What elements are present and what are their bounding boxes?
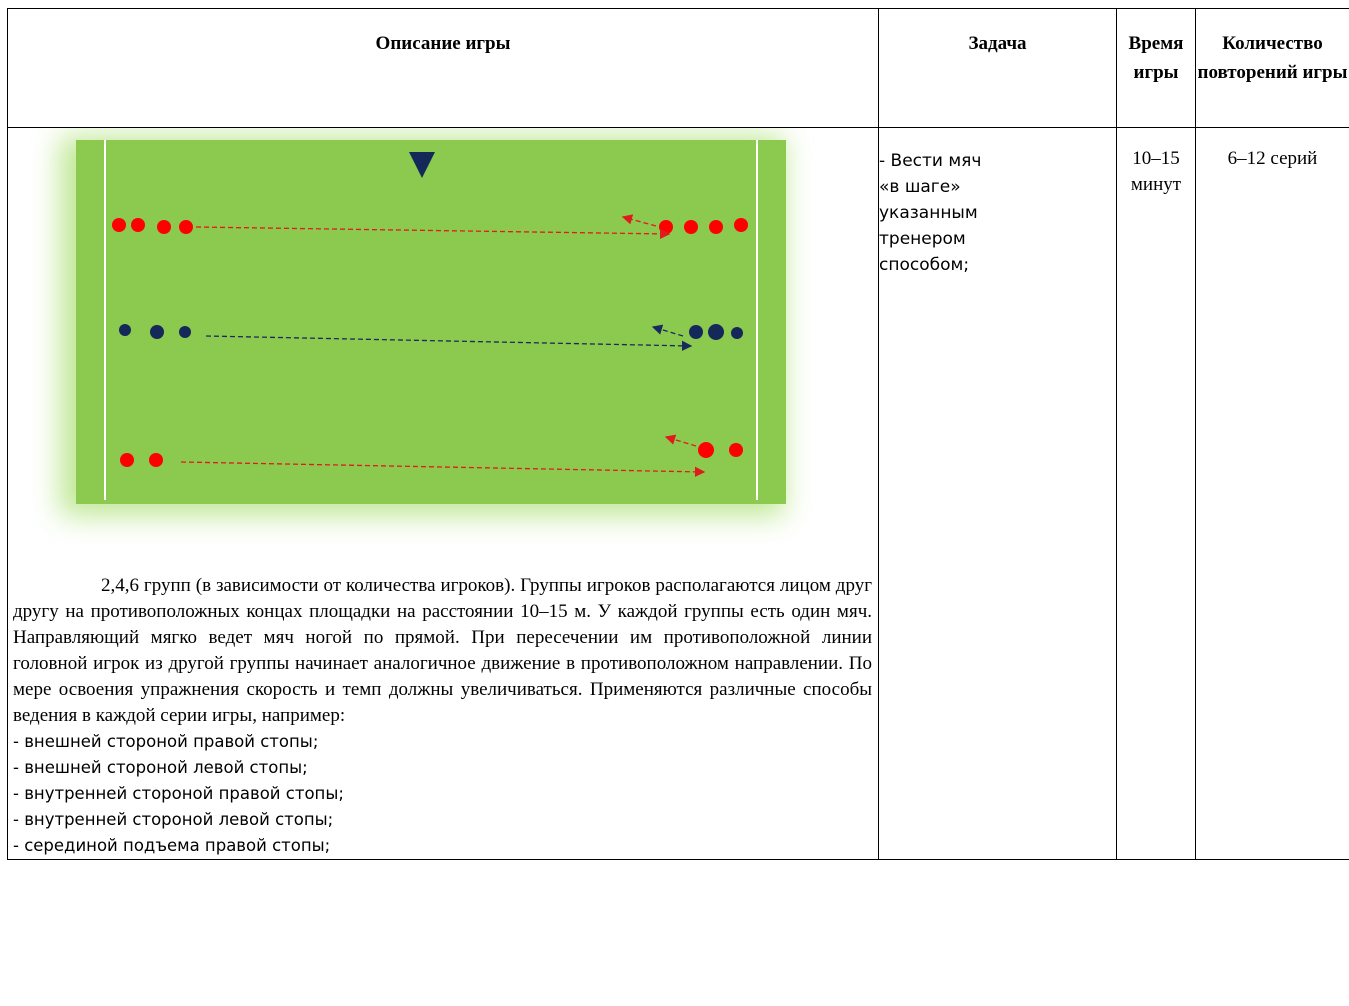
task-line: указанным	[879, 203, 978, 223]
body-row: 2,4,6 групп (в зависимости от количества…	[7, 127, 1349, 860]
header-row: Описание игры Задача Время игры Количест…	[7, 8, 1349, 128]
task-line: способом;	[879, 255, 970, 275]
header-cell: Описание игры	[7, 8, 879, 128]
task-line: тренером	[879, 229, 966, 249]
task-cell: - Вести мяч «в шаге» указанным тренером …	[878, 127, 1117, 860]
task-line: - Вести мяч	[879, 151, 982, 171]
method-item: - внутренней стороной правой стопы;	[13, 784, 344, 803]
method-item: - внешней стороной левой стопы;	[13, 758, 308, 777]
header-cell: Время игры	[1116, 8, 1196, 128]
header-cell: Задача	[878, 8, 1117, 128]
method-item: - внешней стороной правой стопы;	[13, 732, 319, 751]
reps-cell: 6–12 серий	[1195, 127, 1349, 860]
description-text: 2,4,6 групп (в зависимости от количества…	[13, 575, 872, 726]
methods-list: - внешней стороной правой стопы; - внешн…	[13, 729, 872, 859]
header-cell: Количество повторений игры	[1195, 8, 1349, 128]
field-diagram	[60, 136, 786, 516]
method-item: - серединой подъема правой стопы;	[13, 836, 331, 855]
method-item: - внутренней стороной левой стопы;	[13, 810, 334, 829]
game-table: Описание игры Задача Время игры Количест…	[7, 8, 1349, 860]
description-cell: 2,4,6 групп (в зависимости от количества…	[7, 127, 879, 860]
time-cell: 10–15 минут	[1116, 127, 1196, 860]
task-line: «в шаге»	[879, 177, 961, 197]
